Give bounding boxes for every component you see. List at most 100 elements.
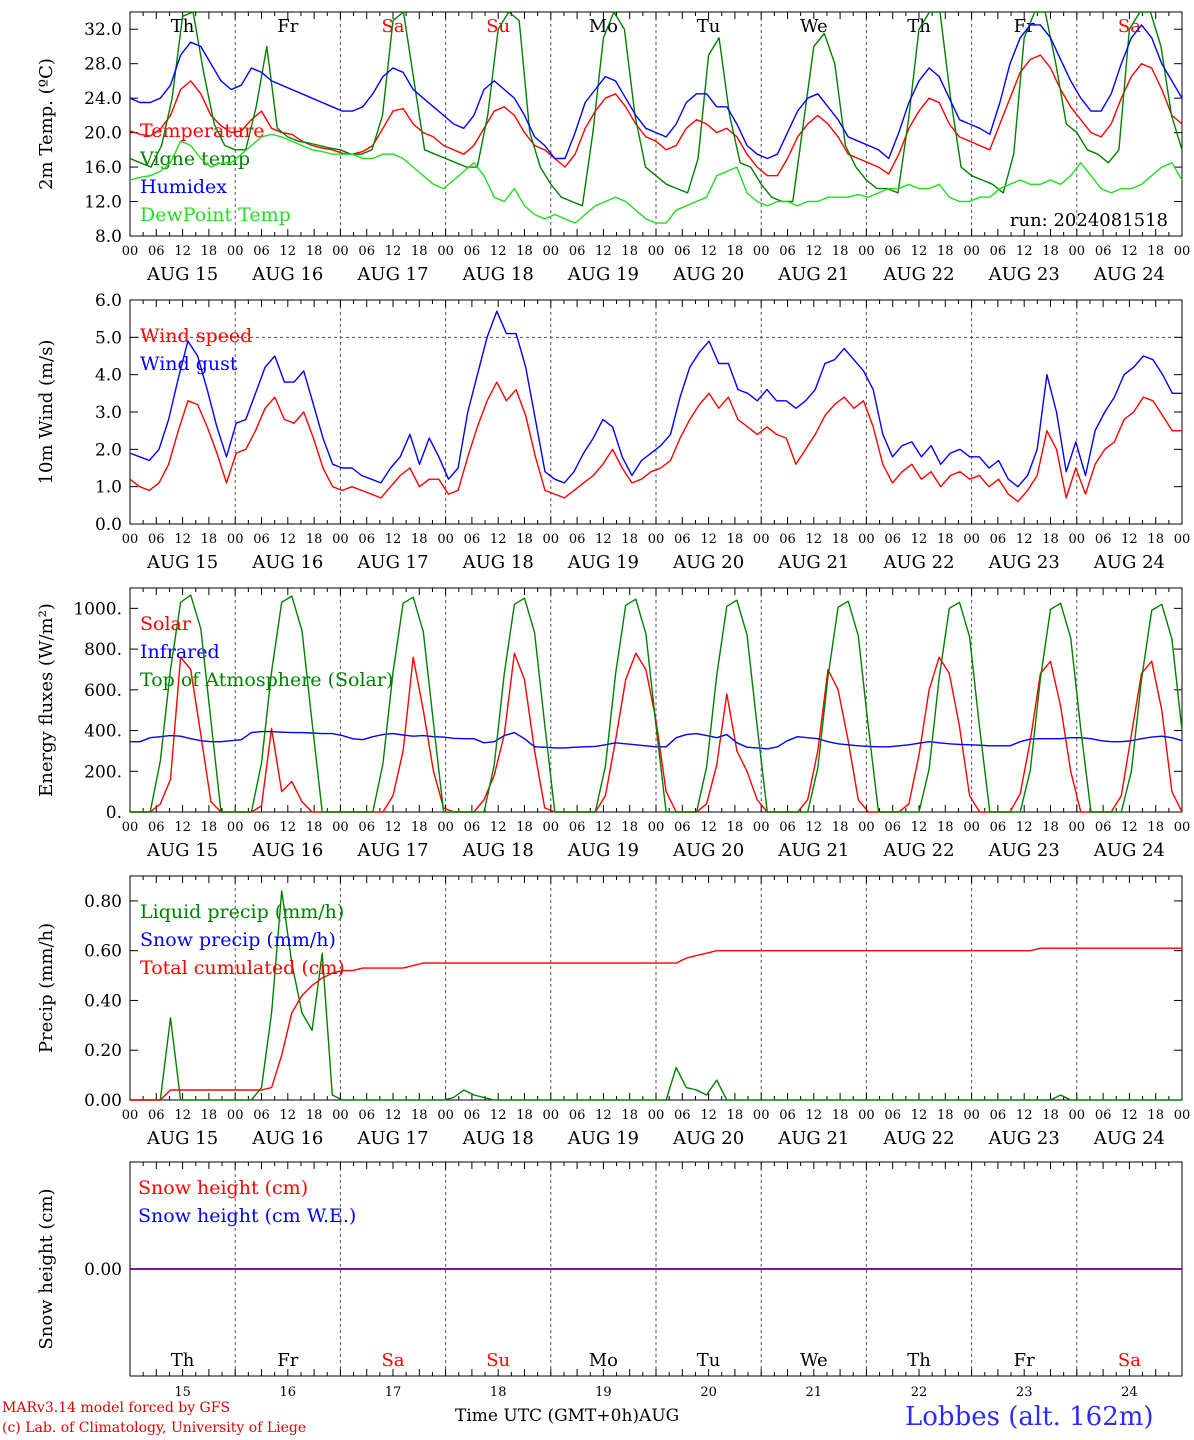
date-label: AUG 24 (1093, 840, 1165, 861)
date-label: AUG 15 (146, 264, 218, 285)
hour-tick-label: 18 (621, 820, 638, 835)
y-axis-label: Energy fluxes (W/m²) (36, 603, 57, 797)
hour-tick-label: 12 (490, 532, 507, 547)
hour-tick-label: 18 (1042, 532, 1059, 547)
hour-tick-label: 12 (806, 820, 823, 835)
hour-tick-label: 06 (253, 1108, 270, 1123)
y-tick-label: 600. (84, 681, 122, 701)
day-number-label: 23 (1016, 1385, 1033, 1400)
hour-tick-label: 00 (753, 244, 770, 259)
hour-tick-label: 06 (148, 532, 165, 547)
y-tick-label: 0.00 (84, 1091, 122, 1111)
weekday-label: Tu (697, 16, 721, 37)
hour-tick-label: 18 (411, 1108, 428, 1123)
date-label: AUG 18 (462, 840, 534, 861)
hour-tick-label: 18 (201, 1108, 218, 1123)
weekday-label: Sa (1118, 1350, 1141, 1371)
hour-tick-label: 00 (648, 532, 665, 547)
y-tick-label: 24.0 (84, 89, 122, 109)
date-label: AUG 17 (356, 840, 428, 861)
series-line (129, 11, 1183, 207)
date-label: AUG 23 (988, 1128, 1060, 1149)
series-line (129, 24, 1183, 160)
hour-tick-label: 18 (727, 532, 744, 547)
date-label: AUG 21 (777, 1128, 849, 1149)
hour-tick-label: 18 (621, 1108, 638, 1123)
y-tick-label: 400. (84, 722, 122, 742)
weekday-label: Th (171, 16, 195, 37)
hour-tick-label: 18 (727, 244, 744, 259)
y-tick-label: 6.0 (95, 291, 122, 311)
hour-tick-label: 00 (858, 532, 875, 547)
date-label: AUG 19 (567, 1128, 639, 1149)
hour-tick-label: 06 (1095, 820, 1112, 835)
hour-tick-label: 12 (595, 532, 612, 547)
series-line (130, 594, 1183, 813)
hour-tick-label: 06 (569, 244, 586, 259)
day-number-label: 17 (385, 1385, 402, 1400)
date-label: AUG 19 (567, 552, 639, 573)
hour-tick-label: 12 (490, 1108, 507, 1123)
series-line (129, 133, 1183, 224)
hour-tick-label: 18 (832, 532, 849, 547)
y-tick-label: 3.0 (95, 403, 122, 423)
date-label: AUG 20 (672, 552, 744, 573)
hour-tick-label: 12 (911, 244, 928, 259)
hour-tick-label: 00 (963, 244, 980, 259)
hour-tick-label: 00 (332, 244, 349, 259)
hour-tick-label: 18 (727, 1108, 744, 1123)
hour-tick-label: 06 (779, 1108, 796, 1123)
hour-tick-label: 12 (806, 1108, 823, 1123)
weekday-label: Fr (277, 16, 298, 37)
y-tick-label: 0.40 (84, 991, 122, 1011)
day-number-label: 21 (806, 1385, 823, 1400)
date-label: AUG 18 (462, 552, 534, 573)
hour-tick-label: 00 (543, 1108, 560, 1123)
weekday-label: Sa (381, 16, 404, 37)
date-label: AUG 22 (882, 264, 954, 285)
hour-tick-label: 18 (832, 820, 849, 835)
hour-tick-label: 12 (1016, 820, 1033, 835)
day-number-label: 19 (595, 1385, 612, 1400)
hour-tick-label: 12 (1121, 820, 1138, 835)
hour-tick-label: 00 (122, 1108, 139, 1123)
legend-entry: Snow height (cm W.E.) (138, 1205, 356, 1227)
weekday-label: Tu (697, 1350, 721, 1371)
hour-tick-label: 18 (411, 532, 428, 547)
model-credit: MARv3.14 model forced by GFS (2, 1400, 231, 1416)
y-tick-label: 0. (106, 803, 122, 823)
hour-tick-label: 06 (884, 244, 901, 259)
hour-tick-label: 00 (753, 820, 770, 835)
hour-tick-label: 12 (700, 532, 717, 547)
date-label: AUG 21 (777, 840, 849, 861)
legend-entry: Humidex (140, 176, 227, 198)
hour-tick-label: 00 (1069, 532, 1086, 547)
date-label: AUG 23 (988, 264, 1060, 285)
hour-tick-label: 00 (858, 244, 875, 259)
hour-tick-label: 18 (516, 1108, 533, 1123)
legend-entry: DewPoint Temp (140, 204, 291, 226)
weekday-label: We (800, 1350, 828, 1371)
hour-tick-label: 12 (490, 244, 507, 259)
hour-tick-label: 00 (858, 1108, 875, 1123)
hour-tick-label: 00 (122, 532, 139, 547)
hour-tick-label: 18 (516, 244, 533, 259)
hour-tick-label: 12 (174, 820, 191, 835)
weekday-label: Mo (589, 16, 618, 37)
hour-tick-label: 00 (332, 820, 349, 835)
series-line (130, 947, 1182, 1101)
hour-tick-label: 00 (543, 820, 560, 835)
date-label: AUG 22 (882, 1128, 954, 1149)
day-number-label: 22 (911, 1385, 928, 1400)
date-label: AUG 19 (567, 264, 639, 285)
day-number-label: 24 (1121, 1385, 1138, 1400)
y-tick-label: 2.0 (95, 440, 122, 460)
weekday-label: Th (907, 1350, 931, 1371)
hour-tick-label: 12 (700, 820, 717, 835)
weekday-label: Sa (381, 1350, 404, 1371)
hour-tick-label: 06 (1095, 1108, 1112, 1123)
hour-tick-label: 00 (122, 244, 139, 259)
hour-tick-label: 12 (385, 532, 402, 547)
legend-entry: Temperature (140, 120, 264, 142)
